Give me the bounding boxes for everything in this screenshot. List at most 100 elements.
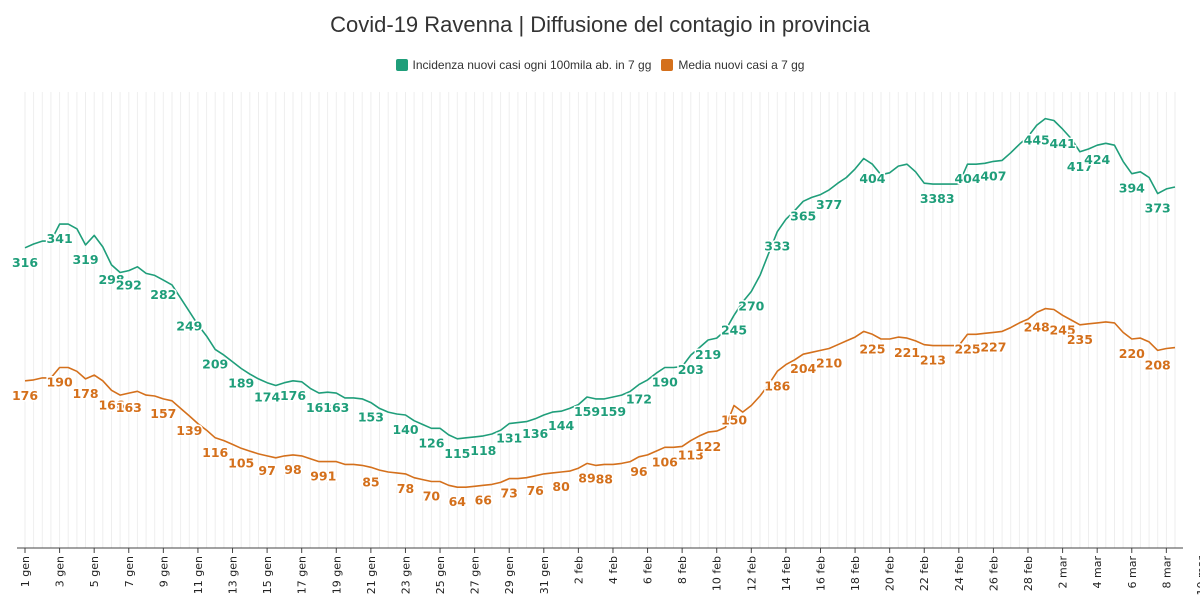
x-tick-label: 25 gen <box>434 556 447 594</box>
data-label: 140 <box>392 422 418 437</box>
x-tick-label: 27 gen <box>469 556 482 594</box>
data-label: 98 <box>284 462 301 477</box>
data-label: 225 <box>954 341 980 356</box>
data-label: 91 <box>319 469 336 484</box>
legend-label-incidenza: Incidenza nuovi casi ogni 100mila ab. in… <box>412 58 652 72</box>
data-label: 316 <box>12 255 38 270</box>
data-label: 163 <box>306 400 332 415</box>
x-tick-label: 10 mar <box>1195 556 1200 596</box>
data-label: 221 <box>894 345 920 360</box>
data-label: 190 <box>652 375 678 390</box>
data-label: 106 <box>652 454 678 469</box>
legend-item-incidenza[interactable]: Incidenza nuovi casi ogni 100mila ab. in… <box>395 58 652 72</box>
chart-legend: Incidenza nuovi casi ogni 100mila ab. in… <box>0 58 1200 72</box>
legend-swatch-media <box>661 59 674 71</box>
x-tick-label: 13 gen <box>227 556 240 594</box>
x-tick-label: 1 gen <box>19 556 32 587</box>
x-tick-label: 22 feb <box>918 556 931 591</box>
data-label: 219 <box>695 347 721 362</box>
data-label: 424 <box>1084 152 1110 167</box>
chart-title: Covid-19 Ravenna | Diffusione del contag… <box>330 12 870 37</box>
data-label: 136 <box>522 426 548 441</box>
series-line-media <box>24 307 1176 488</box>
data-label: 204 <box>790 361 816 376</box>
legend-label-media: Media nuovi casi a 7 gg <box>678 58 805 72</box>
x-tick-label: 5 gen <box>88 556 101 587</box>
data-label: 333 <box>764 239 790 254</box>
x-tick-label: 4 feb <box>607 556 620 584</box>
data-label: 245 <box>721 322 747 337</box>
data-label: 249 <box>176 318 202 333</box>
data-label: 441 <box>1050 136 1076 151</box>
x-tick-label: 4 mar <box>1091 556 1104 589</box>
x-tick-label: 21 gen <box>365 556 378 594</box>
data-label: 159 <box>574 404 600 419</box>
data-label: 178 <box>72 386 98 401</box>
data-label: 89 <box>578 470 595 485</box>
data-label: 445 <box>1024 132 1050 147</box>
x-tick-label: 18 feb <box>849 556 862 591</box>
x-tick-label: 14 feb <box>780 556 793 591</box>
data-label: 76 <box>526 483 544 498</box>
data-label: 163 <box>323 400 349 415</box>
data-label: 139 <box>176 423 202 438</box>
data-label: 172 <box>626 392 652 407</box>
data-label: 394 <box>1119 181 1145 196</box>
data-label: 163 <box>116 400 142 415</box>
x-tick-label: 31 gen <box>538 556 551 594</box>
x-tick-label: 7 gen <box>123 556 136 587</box>
x-tick-label: 12 feb <box>745 556 758 591</box>
data-label: 407 <box>980 168 1006 183</box>
data-label: 153 <box>358 410 384 425</box>
data-label: 208 <box>1145 357 1171 372</box>
x-tick-label: 6 mar <box>1126 556 1139 589</box>
data-label: 373 <box>1145 201 1171 216</box>
x-tick-label: 23 gen <box>400 556 413 594</box>
data-label: 174 <box>254 390 280 405</box>
data-label: 80 <box>552 479 570 494</box>
data-label: 176 <box>12 388 38 403</box>
x-tick-label: 11 gen <box>192 556 205 594</box>
data-label: 144 <box>548 418 574 433</box>
data-label: 383 <box>928 191 954 206</box>
data-label: 319 <box>72 252 98 267</box>
data-label: 282 <box>150 287 176 302</box>
data-label: 186 <box>764 378 790 393</box>
data-label: 150 <box>721 413 747 428</box>
x-tick-label: 26 feb <box>987 556 1000 591</box>
data-label: 404 <box>859 171 885 186</box>
legend-item-media[interactable]: Media nuovi casi a 7 gg <box>661 58 804 72</box>
x-tick-label: 17 gen <box>296 556 309 594</box>
data-label: 176 <box>280 388 306 403</box>
data-label: 113 <box>678 448 704 463</box>
data-label: 365 <box>790 208 816 223</box>
series-line-incidenza <box>24 117 1176 440</box>
data-label: 85 <box>362 474 379 489</box>
x-tick-label: 20 feb <box>884 556 897 591</box>
x-tick-label: 28 feb <box>1022 556 1035 591</box>
data-label: 377 <box>816 197 842 212</box>
data-label: 292 <box>116 278 142 293</box>
data-label: 157 <box>150 406 176 421</box>
x-tick-label: 9 gen <box>157 556 170 587</box>
data-label: 64 <box>449 494 467 509</box>
x-tick-label: 10 feb <box>711 556 724 591</box>
data-label: 245 <box>1050 322 1076 337</box>
data-label: 227 <box>980 339 1006 354</box>
data-label: 97 <box>258 463 275 478</box>
x-tick-label: 2 mar <box>1057 556 1070 589</box>
x-tick-label: 3 gen <box>54 556 67 587</box>
data-label: 91 <box>310 469 327 484</box>
data-label: 70 <box>423 489 441 504</box>
x-tick-label: 8 mar <box>1160 556 1173 589</box>
data-label: 341 <box>47 231 73 246</box>
x-tick-label: 6 feb <box>642 556 655 584</box>
data-label: 203 <box>678 362 704 377</box>
data-label: 78 <box>397 481 414 496</box>
x-tick-label: 24 feb <box>953 556 966 591</box>
data-label: 131 <box>496 431 522 446</box>
legend-swatch-incidenza <box>395 59 408 71</box>
data-label: 383 <box>920 191 946 206</box>
